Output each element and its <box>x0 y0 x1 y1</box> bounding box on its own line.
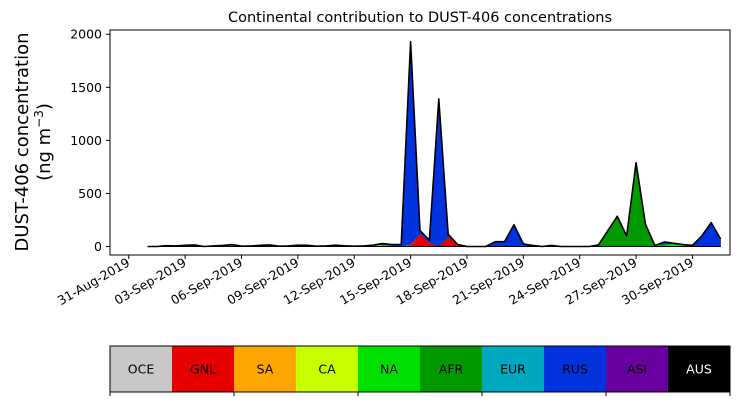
legend-label-sa: SA <box>257 362 274 377</box>
legend-label-afr: AFR <box>439 362 464 377</box>
legend-swatch-eur <box>482 346 544 392</box>
y-axis-label-line1: DUST-406 concentration <box>12 32 33 251</box>
legend-swatch-na <box>358 346 420 392</box>
legend-label-gnl: GNL <box>190 362 216 377</box>
legend-label-ca: CA <box>318 362 336 377</box>
stacked-areas <box>147 40 722 248</box>
chart-title: Continental contribution to DUST-406 con… <box>228 10 612 26</box>
legend-swatch-sa <box>234 346 296 392</box>
y-axis-label-line2: (ng m−3) <box>32 103 55 181</box>
y-tick-label: 1000 <box>70 133 102 148</box>
y-tick-label: 500 <box>78 186 102 201</box>
legend-label-rus: RUS <box>562 362 588 377</box>
legend-label-asi: ASI <box>627 362 647 377</box>
legend-swatch-ca <box>296 346 358 392</box>
legend-colorbar: OCE GNL SA CA NA AFR EUR RUS ASI AUS <box>109 345 731 396</box>
y-tick-label: 0 <box>94 239 102 254</box>
y-tick-label: 1500 <box>70 80 102 95</box>
legend-swatch-aus <box>668 346 730 392</box>
legend-label-oce: OCE <box>128 362 155 377</box>
axes: 050010001500200031-Aug-201903-Sep-201906… <box>55 27 731 308</box>
legend-swatch-gnl <box>172 346 234 392</box>
legend-label-eur: EUR <box>500 362 526 377</box>
y-axis-label: DUST-406 concentration (ng m−3) <box>12 32 55 251</box>
legend-swatch-asi <box>606 346 668 392</box>
y-tick-label: 2000 <box>70 27 102 42</box>
plot-frame <box>109 29 731 256</box>
legend-label-aus: AUS <box>686 362 712 377</box>
legend-frame <box>109 345 731 393</box>
legend-swatch-rus <box>544 346 606 392</box>
legend-swatch-oce <box>110 346 172 392</box>
legend-label-na: NA <box>380 362 398 377</box>
legend-swatch-afr <box>420 346 482 392</box>
